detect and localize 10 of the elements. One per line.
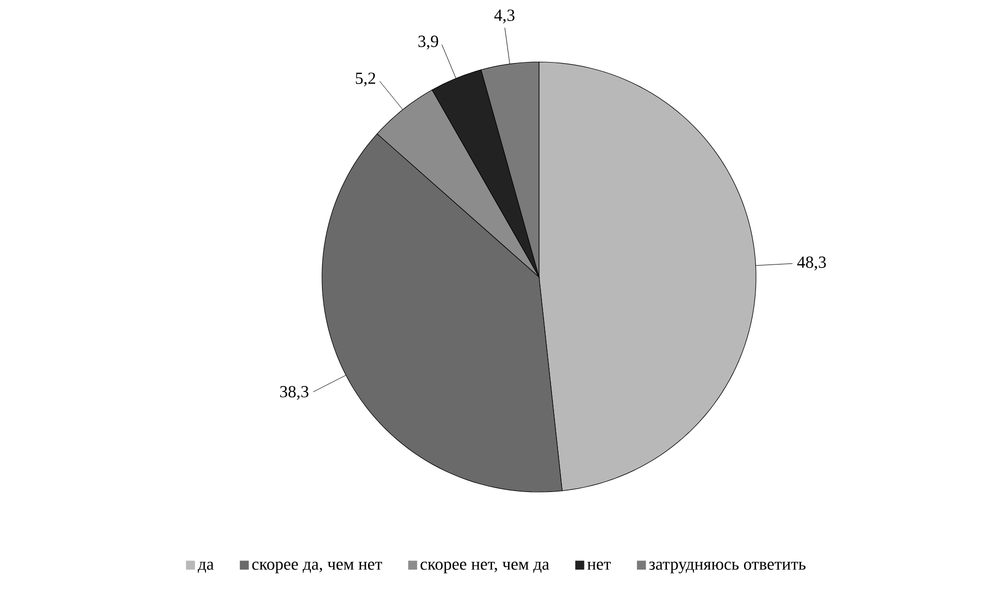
legend-label: скорее да, чем нет: [252, 562, 382, 574]
data-label: 48,3: [797, 256, 826, 270]
data-label: 38,3: [280, 386, 308, 400]
data-label: 3,9: [418, 36, 438, 50]
legend-label: скорее нет, чем да: [420, 562, 550, 574]
legend-label: да: [198, 562, 214, 573]
data-label: 4,3: [494, 10, 514, 24]
data-label: 5,2: [356, 72, 376, 86]
legend-label: затрудняюсь ответить: [649, 562, 806, 574]
legend-label: нет: [587, 562, 611, 570]
